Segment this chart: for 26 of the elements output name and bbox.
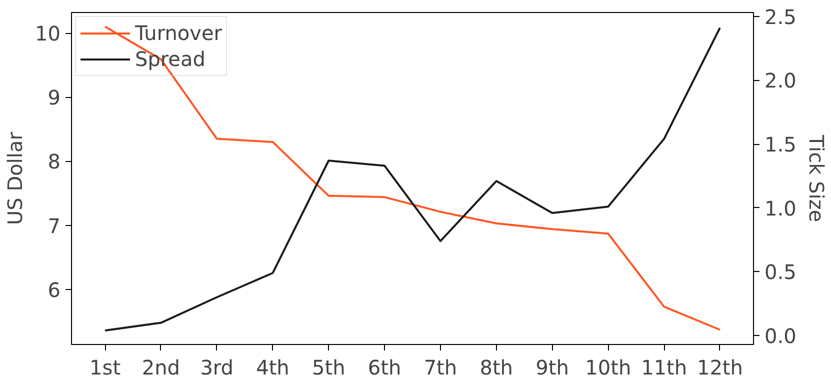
x-tick-label: 1st xyxy=(90,356,121,380)
y2-tick-label: 1.5 xyxy=(764,132,796,157)
legend-label: Turnover xyxy=(135,21,222,45)
x-tick-label: 2nd xyxy=(142,356,180,380)
x-tick-label: 11th xyxy=(641,356,688,380)
x-tick-label: 10th xyxy=(585,356,632,380)
y2-tick-label: 0.0 xyxy=(764,324,796,348)
y-tick-label: 6 xyxy=(48,278,61,302)
y-tick-label: 10 xyxy=(35,22,61,46)
x-tick-label: 3rd xyxy=(200,356,234,380)
y2-tick-label: 0.5 xyxy=(764,260,796,284)
y-tick-label: 9 xyxy=(48,86,61,110)
y-tick-label: 8 xyxy=(48,150,61,174)
x-tick-label: 4th xyxy=(256,356,290,380)
y2-tick-label: 2.5 xyxy=(764,4,796,29)
y2-tick-label: 2.0 xyxy=(764,68,796,93)
x-tick-label: 9th xyxy=(536,356,569,380)
y-axis-title: US Dollar xyxy=(3,131,28,225)
x-tick-label: 6th xyxy=(368,356,402,380)
x-tick-label: 5th xyxy=(312,356,346,380)
x-tick-label: 12th xyxy=(696,356,743,380)
x-tick-label: 7th xyxy=(424,356,458,380)
y-tick-label: 7 xyxy=(48,214,61,238)
y2-tick-label: 1.0 xyxy=(764,196,796,220)
x-tick-label: 8th xyxy=(480,356,513,380)
y2-axis-title: Tick Size xyxy=(804,134,828,222)
